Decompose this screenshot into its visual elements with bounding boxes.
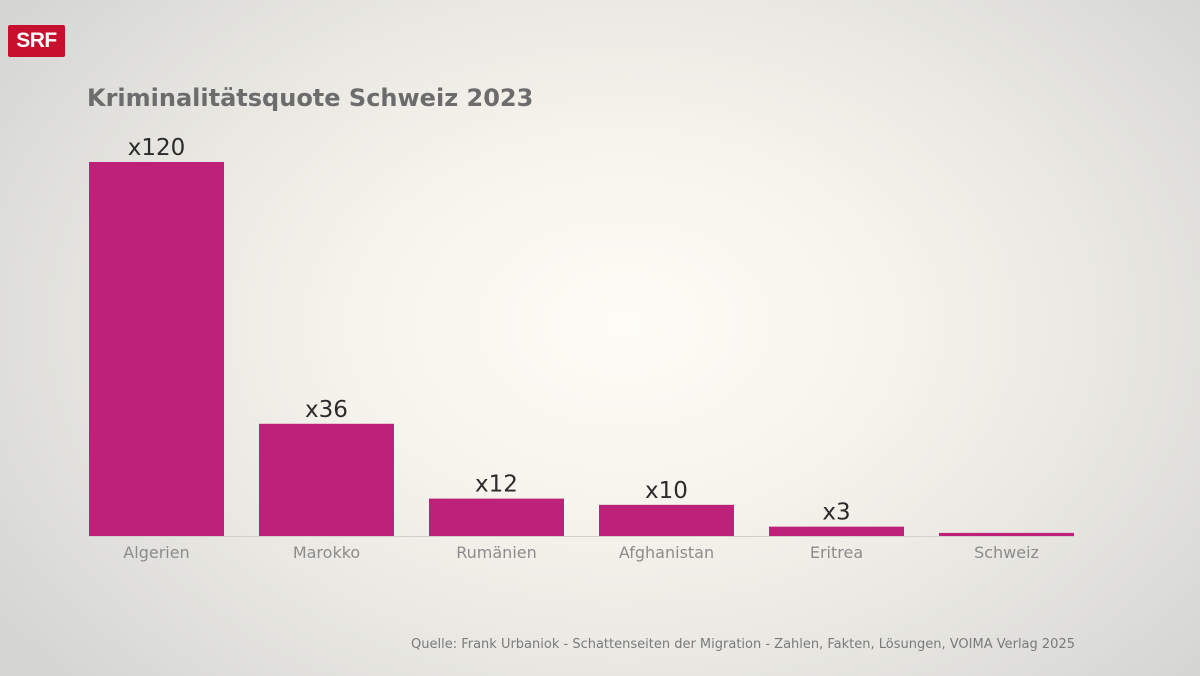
value-label-algerien: x120 — [128, 135, 186, 161]
category-label-rumänien: Rumänien — [456, 543, 537, 562]
category-label-afghanistan: Afghanistan — [619, 543, 714, 562]
srf-logo: SRF — [8, 25, 65, 57]
bar-algerien — [89, 162, 224, 536]
bar-eritrea — [769, 526, 904, 536]
value-label-rumänien: x12 — [475, 472, 518, 498]
chart-title: Kriminalitätsquote Schweiz 2023 — [87, 84, 534, 112]
category-label-marokko: Marokko — [293, 543, 360, 562]
source-note: Quelle: Frank Urbaniok - Schattenseiten … — [411, 637, 1075, 652]
category-label-schweiz: Schweiz — [974, 543, 1039, 562]
category-label-eritrea: Eritrea — [810, 543, 863, 562]
value-label-marokko: x36 — [305, 397, 348, 423]
value-label-afghanistan: x10 — [645, 478, 688, 504]
bar-schweiz — [939, 532, 1074, 536]
bar-marokko — [259, 423, 394, 536]
category-label-algerien: Algerien — [123, 543, 189, 562]
value-label-eritrea: x3 — [822, 500, 850, 526]
bar-rumänien — [429, 498, 564, 536]
bar-afghanistan — [599, 504, 734, 536]
